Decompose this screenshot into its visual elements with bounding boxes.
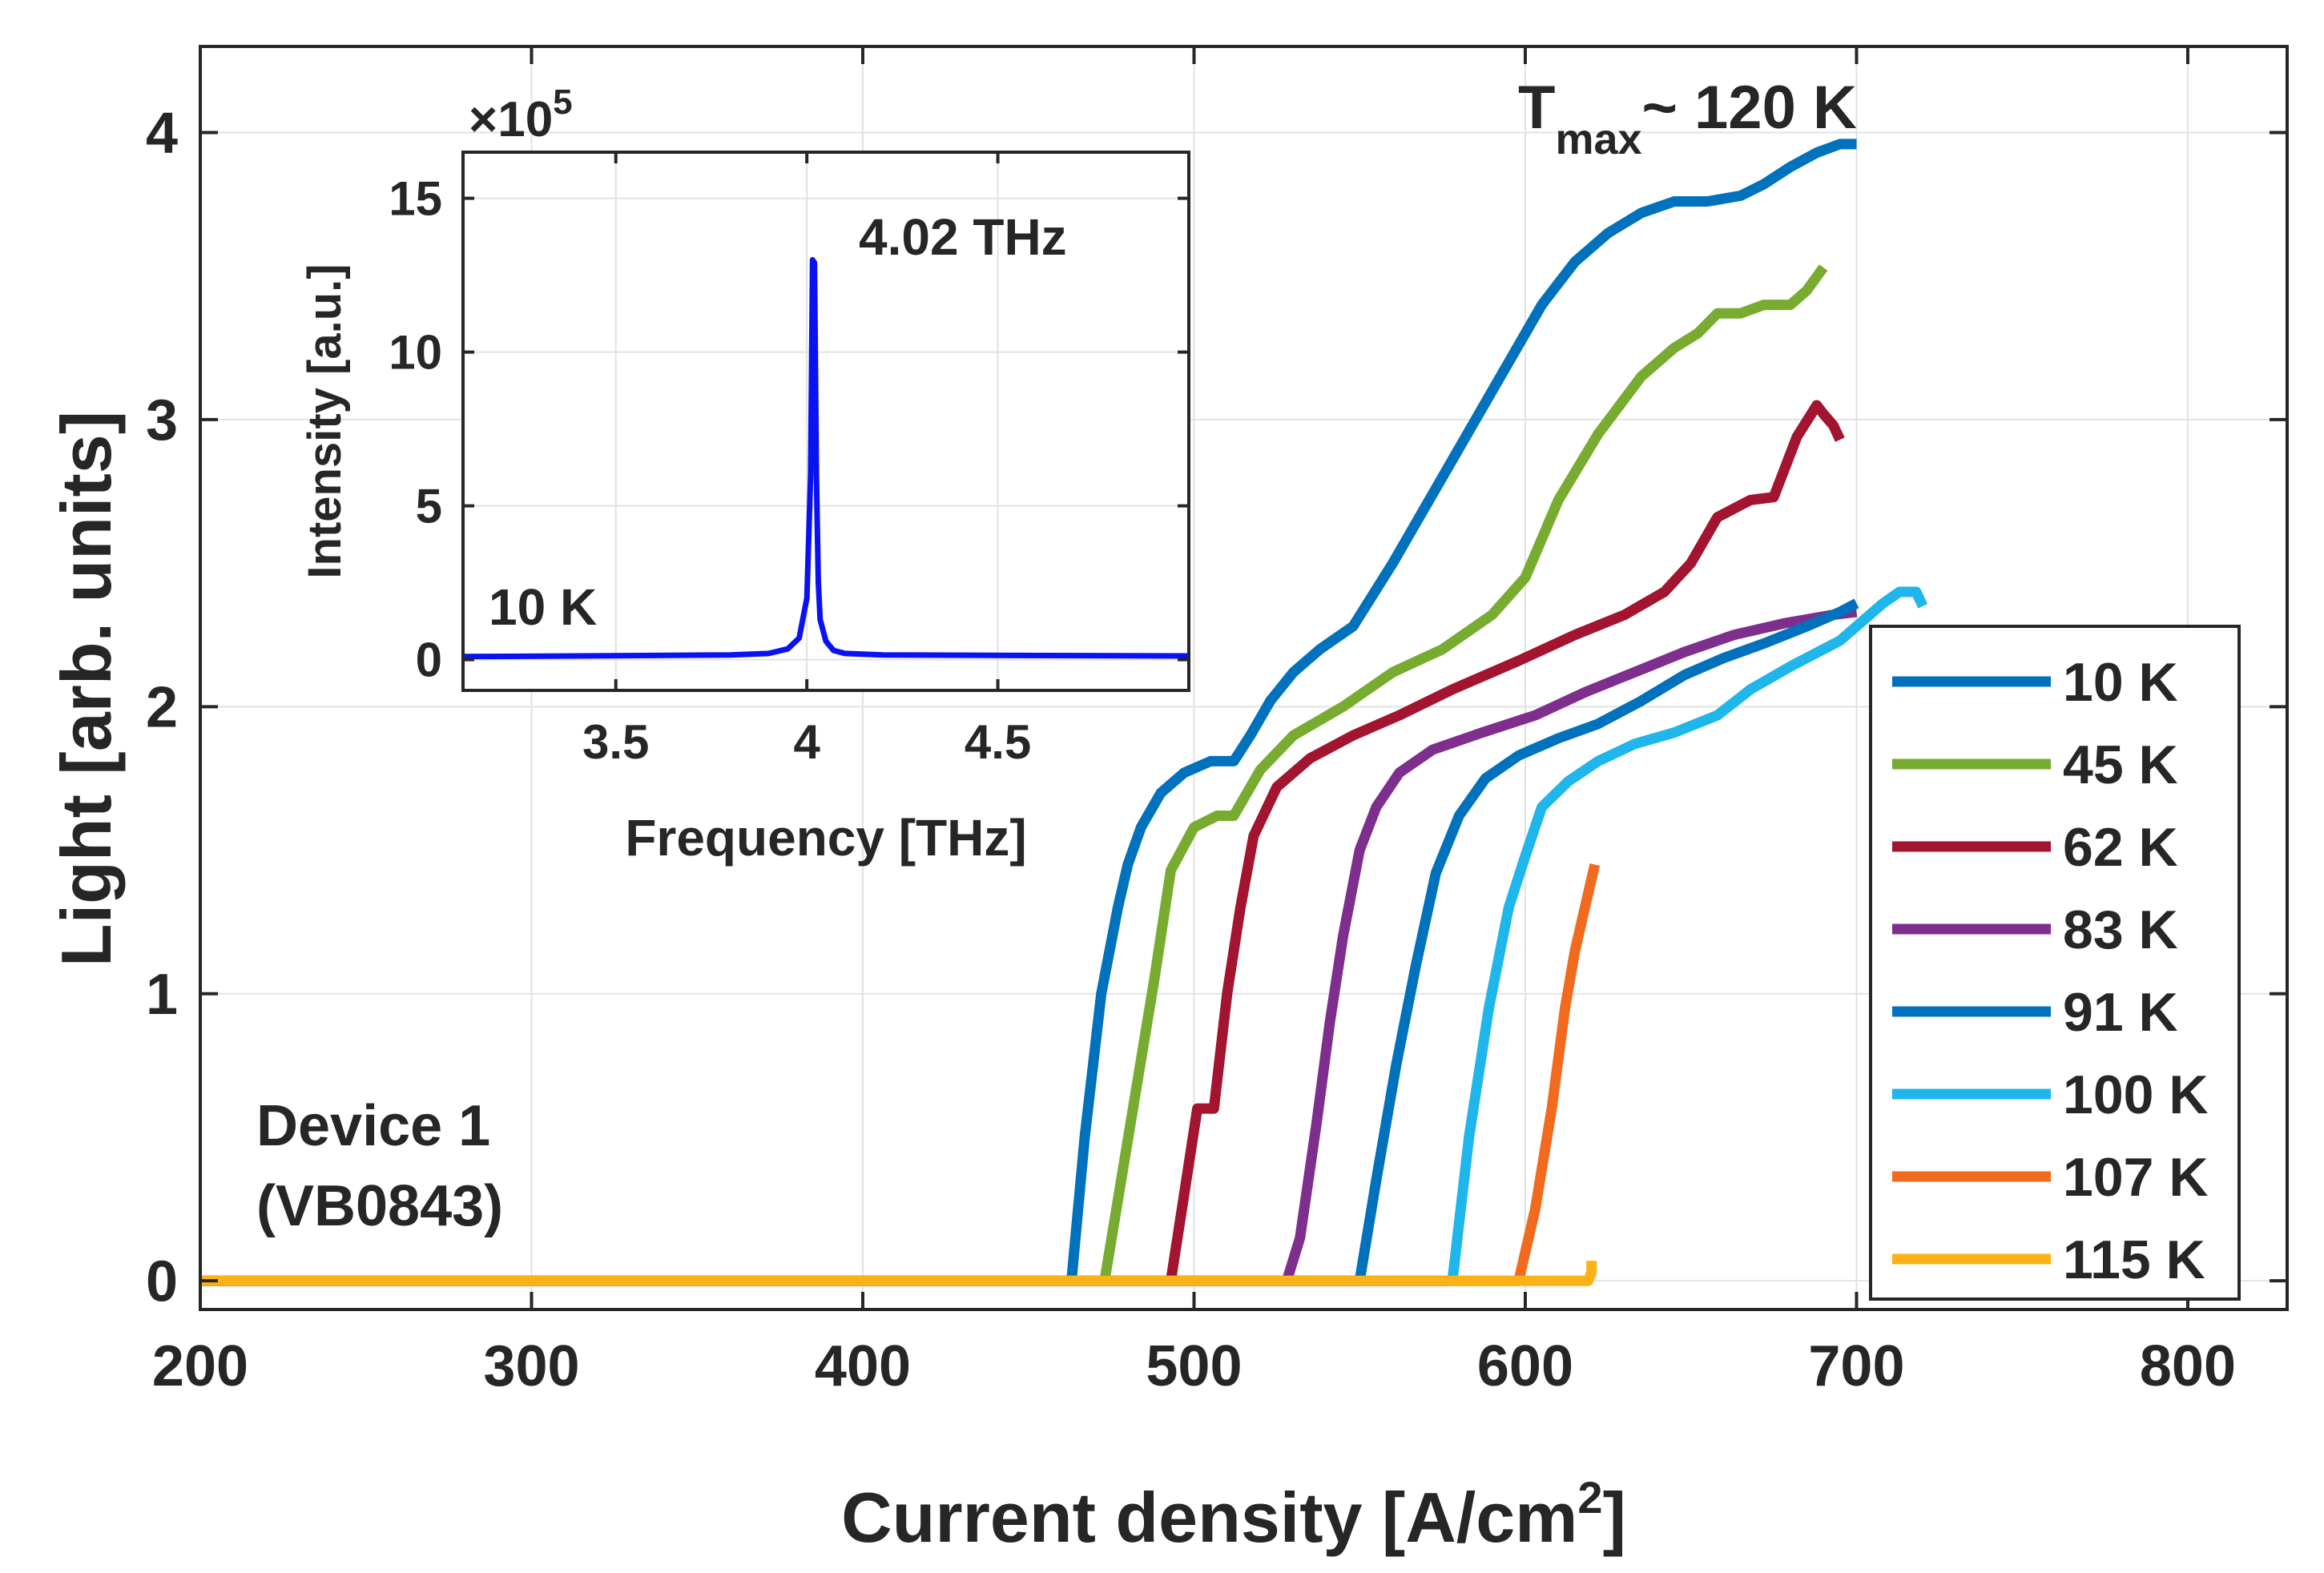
inset-x-tick-label: 3.5 (582, 715, 649, 769)
inset-scale-factor: ×105 (469, 82, 573, 147)
inset-y-tick-labels: 0 5 10 15 (389, 172, 442, 687)
main-ticks (199, 46, 2287, 1309)
series-line-10-k (200, 139, 1857, 1286)
legend-label: 115 K (2063, 1229, 2205, 1290)
inset-plot: 3.5 4 4.5 0 5 10 15 Frequency [THz] Intensity… (299, 82, 1190, 867)
inset-x-tick-label: 4.5 (965, 715, 1031, 769)
inset-y-tick-label: 5 (416, 480, 442, 533)
tmax-annotation: Tmax~ 120 K (1518, 74, 1857, 163)
series-line-107-k (200, 863, 1601, 1286)
inset-y-axis-label: Intensity [a.u.] (299, 264, 351, 578)
main-x-tick-label: 400 (815, 1334, 911, 1398)
main-y-tick-label: 2 (146, 676, 178, 740)
inset-ticks (463, 152, 1189, 690)
inset-y-tick-label: 10 (389, 326, 442, 380)
device-label: Device 1 (256, 1094, 490, 1158)
main-y-tick-label: 4 (146, 102, 178, 166)
main-x-tick-labels: 200 300 400 500 600 700 800 (152, 1334, 2236, 1398)
series-line-83-k (200, 606, 1858, 1286)
legend-label: 107 K (2063, 1147, 2208, 1208)
main-x-tick-label: 600 (1477, 1334, 1573, 1398)
main-axes-box (199, 45, 2289, 1311)
series-line-45-k (200, 264, 1828, 1286)
inset-x-tick-label: 4 (793, 715, 820, 769)
inset-y-tick-label: 0 (416, 634, 442, 687)
main-y-tick-label: 3 (146, 388, 178, 453)
inset-peak-label: 4.02 THz (859, 208, 1067, 266)
main-series-lines (200, 139, 1928, 1286)
main-y-axis-label: Light [arb. units] (46, 411, 126, 967)
legend-label: 10 K (2063, 652, 2178, 713)
legend-label: 91 K (2063, 982, 2178, 1043)
inset-axes-box (461, 151, 1190, 692)
inset-series-lines (462, 256, 1190, 660)
inset-x-axis-label: Frequency [THz] (625, 809, 1026, 867)
inset-background (463, 152, 1189, 690)
legend-box (1869, 625, 2241, 1301)
legend-label: 100 K (2063, 1064, 2208, 1125)
series-line-91-k (200, 598, 1859, 1286)
series-line-100-k (200, 586, 1928, 1286)
main-x-tick-label: 200 (152, 1334, 248, 1398)
series-line-115-k (200, 1261, 1597, 1286)
legend: 10 K 45 K 62 K 83 K 91 K 100 K 107 K 115 K (1869, 625, 2241, 1301)
main-plot: 200 300 400 500 600 700 800 0 1 2 3 4 Current dens… (46, 45, 2289, 1557)
main-x-tick-label: 800 (2140, 1334, 2236, 1398)
main-y-tick-labels: 0 1 2 3 4 (146, 102, 178, 1314)
main-x-axis-label: Current density [A/cm2] (841, 1472, 1626, 1557)
inset-x-tick-labels: 3.5 4 4.5 (582, 715, 1031, 769)
legend-label: 62 K (2063, 817, 2178, 878)
main-x-tick-label: 700 (1808, 1334, 1904, 1398)
main-y-tick-label: 0 (146, 1249, 178, 1314)
main-x-tick-label: 500 (1146, 1334, 1242, 1398)
inset-temperature-label: 10 K (489, 578, 597, 636)
main-y-tick-label: 1 (146, 963, 178, 1027)
device-id-label: (VB0843) (256, 1174, 503, 1238)
inset-y-tick-label: 15 (389, 172, 442, 226)
series-line-62-k (200, 400, 1845, 1286)
series-line-10-k-spectrum (462, 256, 1190, 660)
legend-label: 83 K (2063, 899, 2178, 960)
legend-label: 45 K (2063, 734, 2178, 795)
main-x-tick-label: 300 (483, 1334, 579, 1398)
